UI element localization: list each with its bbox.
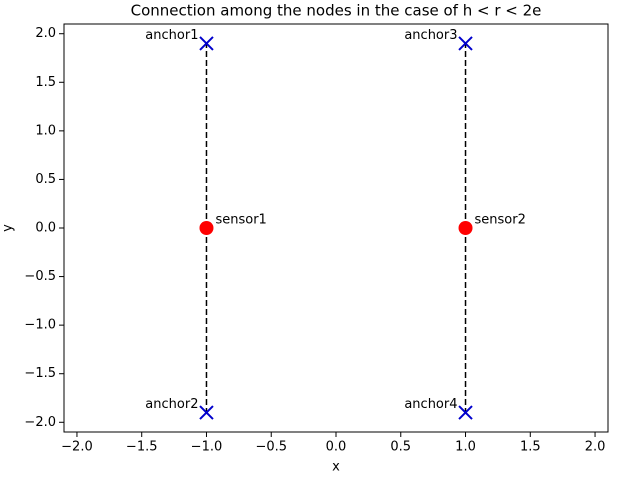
sensor-marker [458,221,473,235]
y-tick-label: −0.5 [24,269,56,284]
point-label: anchor1 [145,28,198,43]
x-tick-label: 0.0 [326,440,347,455]
x-tick-label: 1.0 [455,440,476,455]
x-tick-label: 1.5 [520,440,541,455]
y-tick-label: 0.5 [35,172,56,187]
y-tick-label: 1.0 [35,123,56,138]
y-axis-label: y [1,224,16,232]
point-label: sensor1 [215,213,266,228]
anchor-marker [458,36,473,51]
point-label: anchor2 [145,397,198,412]
y-tick-label: −1.5 [24,366,56,381]
x-tick-label: −0.5 [255,440,287,455]
x-axis-label: x [332,460,340,475]
y-tick-label: −1.0 [24,318,56,333]
y-tick-label: 1.5 [35,75,56,90]
anchor-marker [199,405,214,420]
x-tick-label: −1.5 [126,440,158,455]
plot-frame [63,23,609,433]
x-tick-label: 0.5 [390,440,411,455]
point-label: sensor2 [475,213,526,228]
anchor-marker [199,36,214,51]
y-tick-label: −2.0 [24,415,56,430]
x-tick-label: 2.0 [585,440,606,455]
sensor-marker [199,221,214,235]
chart-title: Connection among the nodes in the case o… [131,2,542,20]
x-tick-label: −2.0 [61,440,93,455]
y-tick-label: 0.0 [35,221,56,236]
point-label: anchor3 [404,28,457,43]
x-tick-label: −1.0 [191,440,223,455]
y-tick-label: 2.0 [35,26,56,41]
point-label: anchor4 [404,397,457,412]
anchor-marker [458,405,473,420]
